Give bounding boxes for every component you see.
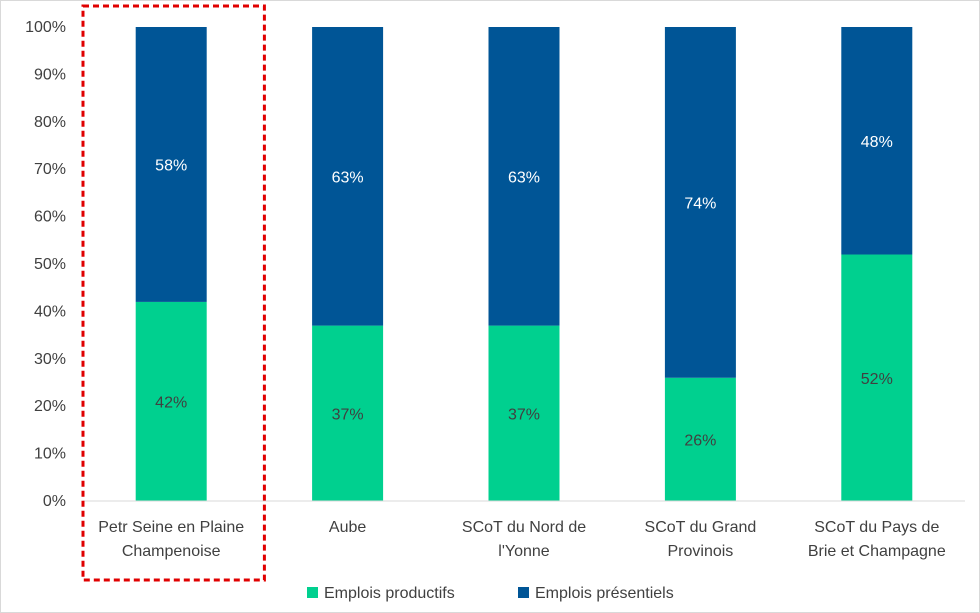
data-label: 37% (332, 406, 364, 423)
y-tick-label: 80% (34, 114, 66, 131)
legend: Emplois productifs Emplois présentiels (307, 585, 674, 602)
legend-swatch (518, 587, 529, 598)
data-label: 63% (332, 169, 364, 186)
data-label: 26% (684, 432, 716, 449)
legend-label: Emplois productifs (324, 585, 455, 602)
y-tick-label: 100% (25, 19, 66, 36)
bar-segment (135, 27, 207, 302)
data-label: 48% (861, 134, 893, 151)
category-label: SCoT du Nord de l'Yonne (462, 519, 586, 560)
y-tick-label: 30% (34, 351, 66, 368)
data-label: 63% (508, 169, 540, 186)
bar-segment (664, 377, 736, 501)
highlight-box (81, 4, 266, 582)
data-label: 74% (684, 195, 716, 212)
data-label: 37% (508, 406, 540, 423)
data-label: 52% (861, 371, 893, 388)
y-tick-label: 50% (34, 256, 66, 273)
legend-swatch (307, 587, 318, 598)
bar-segment (312, 27, 384, 326)
y-axis: 0% 10% 20% 30% 40% 50% 60% 70% 80% 90% 100% (25, 19, 66, 510)
y-tick-label: 20% (34, 398, 66, 415)
bar-segment (664, 27, 736, 378)
y-tick-label: 60% (34, 209, 66, 226)
y-tick-label: 10% (34, 446, 66, 463)
bars: 42% 58% 37% 63% 37% 63% 26% 74% 52% 48% (135, 27, 913, 501)
bar-segment (841, 27, 913, 255)
category-label: Aube (329, 519, 366, 536)
y-tick-label: 70% (34, 161, 66, 178)
y-tick-label: 90% (34, 66, 66, 83)
bar-segment (312, 325, 384, 501)
bar-segment (488, 27, 560, 326)
bar-segment (841, 254, 913, 501)
category-label: SCoT du Grand Provinois (645, 519, 757, 560)
category-label: Petr Seine en Plaine Champenoise (98, 519, 244, 560)
y-tick-label: 0% (43, 493, 66, 510)
data-label: 58% (155, 157, 187, 174)
bar-segment (488, 325, 560, 501)
bar-segment (135, 301, 207, 501)
category-label: SCoT du Pays de Brie et Champagne (808, 519, 946, 560)
y-tick-label: 40% (34, 303, 66, 320)
data-label: 42% (155, 394, 187, 411)
legend-label: Emplois présentiels (535, 585, 674, 602)
category-labels: Petr Seine en Plaine Champenoise Aube SCoT … (98, 519, 946, 560)
